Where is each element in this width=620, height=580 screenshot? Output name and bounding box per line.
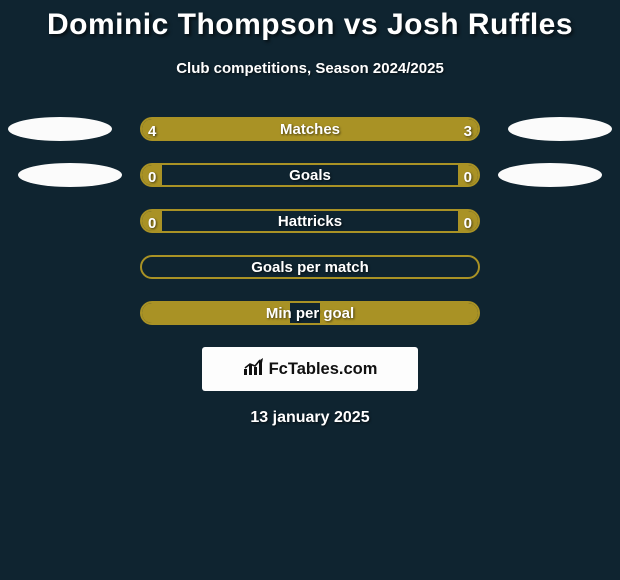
chart-icon: [243, 358, 265, 381]
stat-row: Goals0 0: [0, 163, 620, 191]
stat-label: Goals: [142, 165, 478, 185]
stat-bar: Min per goal: [140, 301, 480, 325]
stat-rows: Matches43Goals00Hattricks00Goals per mat…: [0, 117, 620, 329]
player-avatar-right: [498, 163, 602, 187]
stat-bar: Goals: [140, 163, 480, 187]
stat-value-right: 0: [464, 163, 472, 191]
page-title: Dominic Thompson vs Josh Ruffles: [0, 8, 620, 42]
page-subtitle: Club competitions, Season 2024/2025: [0, 60, 620, 77]
stat-value-right: 0: [464, 209, 472, 237]
stat-row: Hattricks0 0: [0, 209, 620, 237]
brand-text: FcTables.com: [269, 360, 378, 379]
stat-bar: Goals per match: [140, 255, 480, 279]
infographic-root: Dominic Thompson vs Josh Ruffles Club co…: [0, 0, 620, 427]
brand-badge: FcTables.com: [202, 347, 418, 391]
stat-bar: Hattricks: [140, 209, 480, 233]
stat-value-left: 4: [148, 117, 156, 145]
player-avatar-left: [18, 163, 122, 187]
stat-value-right: 3: [464, 117, 472, 145]
stat-row: Min per goal: [0, 301, 620, 329]
stat-label: Goals per match: [142, 257, 478, 277]
stat-value-left: 0: [148, 209, 156, 237]
stat-value-left: 0: [148, 163, 156, 191]
player-avatar-left: [8, 117, 112, 141]
footer-date: 13 january 2025: [0, 409, 620, 427]
stat-bar: Matches: [140, 117, 480, 141]
stat-label: Hattricks: [142, 211, 478, 231]
stat-row: Matches4 3: [0, 117, 620, 145]
player-avatar-right: [508, 117, 612, 141]
stat-row: Goals per match: [0, 255, 620, 283]
stat-label: Matches: [142, 119, 478, 139]
stat-label: Min per goal: [142, 303, 478, 323]
